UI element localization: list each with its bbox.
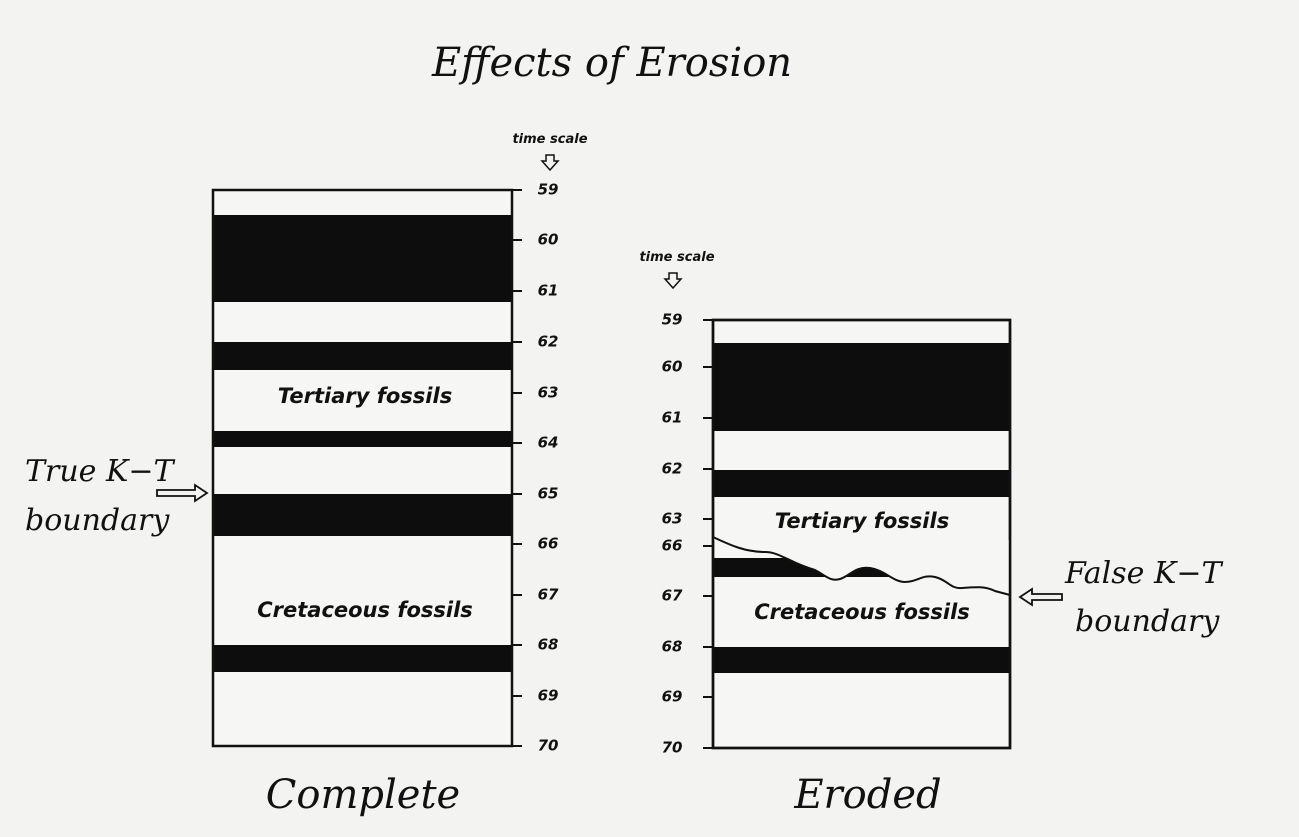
tick-label: 69 (662, 688, 683, 706)
title: Effects of Erosion (431, 40, 792, 86)
tick-label: 70 (662, 739, 683, 757)
tick-label: 67 (538, 586, 559, 604)
tick-label: 63 (662, 510, 683, 528)
annotation: boundary (25, 503, 170, 538)
tick-label: 64 (538, 434, 559, 452)
dark-layers (214, 215, 511, 672)
arrow (663, 272, 683, 290)
tick-label: 66 (538, 535, 559, 553)
tick-label: 67 (662, 587, 683, 605)
tick-label: 68 (538, 636, 559, 654)
tick-label: 70 (538, 737, 559, 755)
arrow (540, 154, 560, 172)
tick-label: 69 (538, 687, 559, 705)
dark-layer (714, 470, 1009, 497)
erosion-surface (712, 536, 1011, 596)
column-outline (711, 318, 1012, 750)
layer-label: Tertiary fossils (278, 384, 452, 408)
time-scale-label: time scale (639, 250, 714, 265)
arrow (1018, 587, 1063, 607)
eroded-gap (713, 537, 1010, 595)
annotation: False K−T (1064, 556, 1223, 591)
layer-label: Cretaceous fossils (754, 600, 970, 624)
dark-layer (214, 645, 511, 672)
tick-label: 65 (538, 485, 559, 503)
tick-label: 59 (538, 181, 559, 199)
layer-label: Cretaceous fossils (257, 598, 473, 622)
tick-label: 62 (662, 460, 683, 478)
layer-label: Tertiary fossils (775, 509, 949, 533)
tick-label: 68 (662, 638, 683, 656)
dark-layer (214, 215, 511, 302)
dark-layer (214, 494, 511, 536)
tick-label: 61 (538, 282, 559, 300)
dark-layer (214, 431, 511, 447)
tick-label: 60 (662, 358, 683, 376)
tick-label: 63 (538, 384, 559, 402)
tick-label: 66 (662, 537, 683, 555)
caption: Complete (266, 772, 460, 818)
annotation: True K−T (25, 454, 176, 489)
tick-label: 60 (538, 231, 559, 249)
dark-layer (714, 647, 1009, 673)
annotation: boundary (1075, 604, 1220, 639)
tick-label: 62 (538, 333, 559, 351)
arrow (156, 483, 209, 503)
tick-label: 59 (662, 311, 683, 329)
caption: Eroded (793, 772, 941, 818)
tick-label: 61 (662, 409, 683, 427)
time-scale-label: time scale (512, 132, 587, 147)
dark-layer (714, 343, 1009, 431)
dark-layer (214, 342, 511, 370)
